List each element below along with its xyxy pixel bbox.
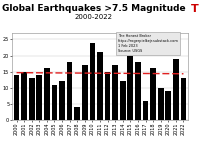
Bar [90, 43, 95, 120]
Bar [173, 59, 179, 120]
Bar [112, 65, 118, 120]
Bar [128, 56, 133, 120]
Bar [44, 68, 50, 120]
Bar [105, 72, 110, 120]
Text: T: T [191, 4, 199, 14]
Bar [36, 75, 42, 120]
Bar [165, 91, 171, 120]
Bar [135, 62, 141, 120]
Bar [181, 78, 186, 120]
Bar [97, 52, 103, 120]
Bar [29, 78, 35, 120]
Bar [150, 68, 156, 120]
Bar [14, 75, 19, 120]
Bar [120, 81, 126, 120]
Text: Global Earthquakes >7.5 Magnitude: Global Earthquakes >7.5 Magnitude [2, 4, 186, 13]
Bar [74, 107, 80, 120]
Bar [158, 88, 164, 120]
Bar [143, 101, 148, 120]
Bar [82, 65, 88, 120]
Text: 2000-2022: 2000-2022 [75, 14, 113, 20]
Text: The Honest Broker
https://rogerpielkejr.substack.com
1 Feb 2023
Source: USGS: The Honest Broker https://rogerpielkejr.… [118, 34, 178, 53]
Bar [52, 85, 57, 120]
Bar [67, 62, 72, 120]
Bar [59, 81, 65, 120]
Bar [21, 72, 27, 120]
